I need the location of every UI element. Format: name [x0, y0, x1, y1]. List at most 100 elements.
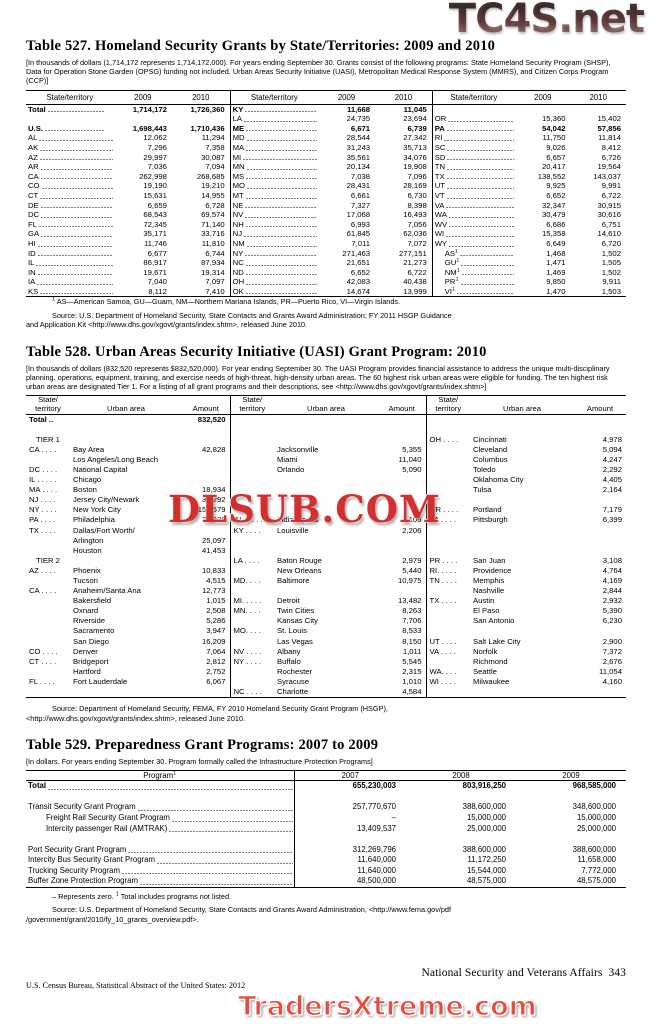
- value-2008: 15,000,000: [466, 812, 506, 822]
- value-2009: 19,190: [143, 181, 167, 191]
- value-2009: 11,746: [143, 238, 167, 248]
- amount-cell: [574, 546, 626, 556]
- table-row: Los Angeles/Long Beach Miami 11,040 Columbu…: [26, 454, 626, 465]
- amount-cell: 7,706: [378, 616, 427, 627]
- state-label: KY: [230, 104, 318, 114]
- amount-cell: 1,011: [378, 646, 427, 657]
- amount-cell: 18,934: [182, 485, 231, 496]
- value-2010: 1,502: [601, 248, 621, 258]
- state-label: LA: [230, 114, 318, 124]
- value-2009: 17,068: [346, 210, 371, 220]
- value-2007: 312,269,796: [352, 844, 396, 854]
- table-row: Oxnard 2,508 MN. . . . Twin Cities 8,263 El P…: [26, 606, 626, 617]
- value-2009: 14,674: [317, 286, 376, 298]
- urban-area-cell: El Paso: [473, 606, 500, 616]
- footnote-marker: 1: [52, 297, 56, 304]
- urban-area-cell: Jacksonville: [277, 444, 319, 454]
- col-2009-2: 2009: [317, 89, 376, 105]
- state-cell: [230, 465, 274, 475]
- value-2010: 8,412: [601, 142, 621, 152]
- state-label: WY: [432, 239, 515, 249]
- value-2010: 13,999: [375, 286, 433, 298]
- urban-area-cell: Houston: [73, 545, 102, 555]
- value-2009: 35,171: [143, 229, 167, 239]
- urban-area-cell: National Capital: [73, 464, 128, 474]
- state-label: GU1: [432, 258, 515, 268]
- state-cell: [26, 425, 70, 435]
- amount-cell: 7,064: [182, 646, 231, 657]
- urban-area-cell: Syracuse: [277, 676, 310, 686]
- state-label: TN: [432, 162, 515, 172]
- state-label: MA: [230, 143, 318, 153]
- amount-cell: 13,482: [378, 596, 427, 607]
- value-2009: 9,925: [546, 181, 566, 191]
- urban-area-cell: [470, 626, 574, 636]
- source-line-1: Source: Department of Homeland Security,…: [52, 704, 388, 714]
- value-2009: 7,038: [350, 171, 371, 181]
- table-row: TIER 1 OH . . . . Cincinnati 4,978: [26, 434, 626, 445]
- urban-area-cell: Phoenix: [73, 565, 101, 575]
- value-2010: 1,503: [570, 286, 626, 298]
- amount-cell: 11,040: [378, 454, 427, 465]
- amount-cell: [574, 526, 626, 536]
- table-527-header-row: State/territory 2009 2010 State/territor…: [26, 89, 626, 105]
- value-2009: 15,358: [541, 229, 566, 239]
- table-row: IL . . . . . Chicago Oklahoma City 4,405: [26, 475, 626, 486]
- state-label: MN: [230, 162, 318, 172]
- col-urban-area-2: Urban area: [274, 395, 378, 415]
- urban-area-cell: Indianapolis: [277, 515, 319, 525]
- state-label: DC: [26, 210, 114, 220]
- amount-cell: 7,179: [602, 505, 622, 515]
- amount-cell: [574, 495, 626, 505]
- value-2009: 32,347: [541, 200, 566, 210]
- table-row: TX . . . . Dallas/Fort Worth/KY . . . . Lo…: [26, 525, 626, 536]
- value-2010: 8,398: [375, 200, 433, 211]
- state-cell: TX . . . .: [29, 525, 56, 535]
- amount-cell: 4,247: [602, 454, 622, 464]
- amount-cell: [574, 626, 626, 636]
- amount-cell: 25,097: [182, 535, 231, 546]
- urban-area-cell: Fort Lauderdale: [73, 676, 128, 686]
- state-cell: [426, 495, 470, 505]
- urban-area-cell: [274, 425, 378, 435]
- urban-area-cell: Jersey City/Newark: [73, 495, 140, 505]
- state-cell: MO. . . .: [233, 626, 261, 636]
- amount-cell: 5,545: [378, 656, 427, 667]
- table-529-source: Source: U.S. Department of Homeland Secu…: [26, 905, 626, 924]
- urban-area-cell: New York City: [73, 505, 121, 515]
- value-2009: 7,327: [350, 200, 371, 210]
- value-2009: 28,431: [346, 181, 371, 191]
- amount-cell: 7,372: [602, 646, 622, 656]
- state-label: Total: [26, 104, 114, 114]
- value-2010: 23,694: [375, 114, 433, 124]
- state-cell: WA. . . .: [429, 666, 457, 676]
- value-2010: 71,140: [171, 219, 231, 230]
- urban-area-cell: Kansas City: [277, 616, 319, 626]
- value-2010: 6,722: [375, 267, 433, 278]
- value-2010: 11,294: [171, 133, 231, 143]
- amount-cell: 2,844: [602, 586, 622, 596]
- table-529-footnote: – Represents zero. 1 Total includes prog…: [26, 892, 626, 901]
- table-529-title: Table 529. Preparedness Grant Programs: …: [26, 736, 379, 753]
- state-label: SC: [432, 143, 515, 153]
- value-2009: 7,011: [351, 238, 371, 248]
- col-2009: 2009: [516, 770, 626, 782]
- state-cell: [426, 616, 470, 626]
- state-cell: CA . . . .: [29, 444, 57, 454]
- state-cell: MN. . . .: [233, 606, 261, 616]
- value-2009: [516, 792, 626, 803]
- urban-area-cell: Bakersfield: [73, 596, 112, 606]
- state-cell: [26, 546, 70, 556]
- table-row: AZ 29,997 30,087 MI 35,561 34,076 SD 6,657 6,726: [26, 152, 626, 163]
- value-2010: 7,096: [375, 171, 433, 182]
- urban-area-cell: Norfolk: [473, 646, 498, 656]
- value-2009: [515, 104, 570, 114]
- state-cell: [26, 687, 70, 699]
- table-row: LA 24,735 23,694 OR 15,360 15,402: [26, 114, 626, 124]
- table-row: Intercity passenger Rail (AMTRAK) 13,409,…: [26, 823, 626, 835]
- value-2010: 7,097: [171, 277, 231, 287]
- col-2009-3: 2009: [515, 89, 571, 105]
- table-row: Freight Rail Security Grant Program – 15,0…: [26, 812, 626, 824]
- state-label: TX: [432, 172, 515, 182]
- amount-cell: [378, 485, 427, 496]
